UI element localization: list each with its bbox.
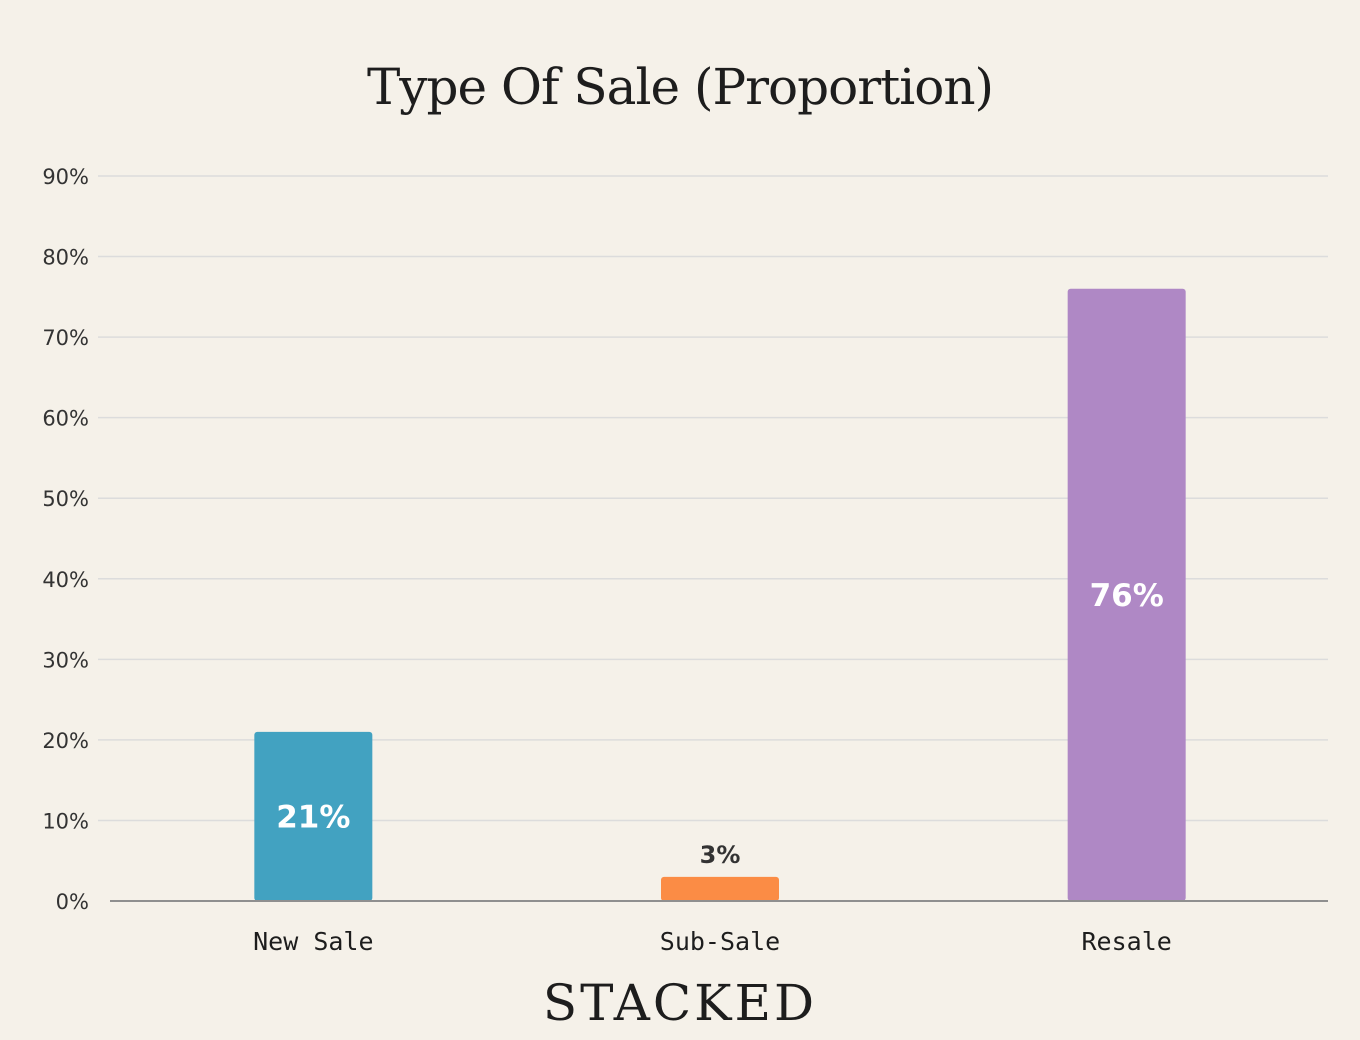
bar-sub-sale	[661, 876, 779, 901]
x-tick-label: Resale	[1082, 927, 1172, 956]
data-label: 3%	[700, 841, 741, 869]
y-tick-label: 90%	[42, 165, 89, 189]
y-tick-label: 40%	[42, 568, 89, 592]
data-label: 76%	[1090, 578, 1164, 614]
bar-resale	[1067, 288, 1186, 901]
y-tick-label: 50%	[42, 487, 89, 511]
y-axis-ticks: 0% 10% 20% 30% 40% 50% 60% 70% 80% 90%	[42, 165, 89, 914]
y-tick-label: 80%	[42, 246, 89, 270]
y-tick-label: 0%	[56, 890, 89, 914]
x-tick-label: New Sale	[253, 927, 373, 956]
data-label: 21%	[276, 799, 350, 835]
y-tick-label: 60%	[42, 407, 89, 431]
y-tick-label: 10%	[42, 809, 89, 833]
brand-logo: STACKED	[543, 974, 817, 1032]
data-labels: 21% 3% 76%	[276, 578, 1164, 869]
y-tick-label: 30%	[42, 648, 89, 672]
y-tick-label: 20%	[42, 729, 89, 753]
bars	[254, 288, 1186, 901]
y-tick-label: 70%	[42, 326, 89, 350]
bar-new-sale	[254, 731, 373, 901]
x-tick-label: Sub-Sale	[660, 927, 780, 956]
x-axis-ticks: New Sale Sub-Sale Resale	[253, 927, 1172, 956]
chart-title: Type Of Sale (Proportion)	[367, 58, 993, 116]
